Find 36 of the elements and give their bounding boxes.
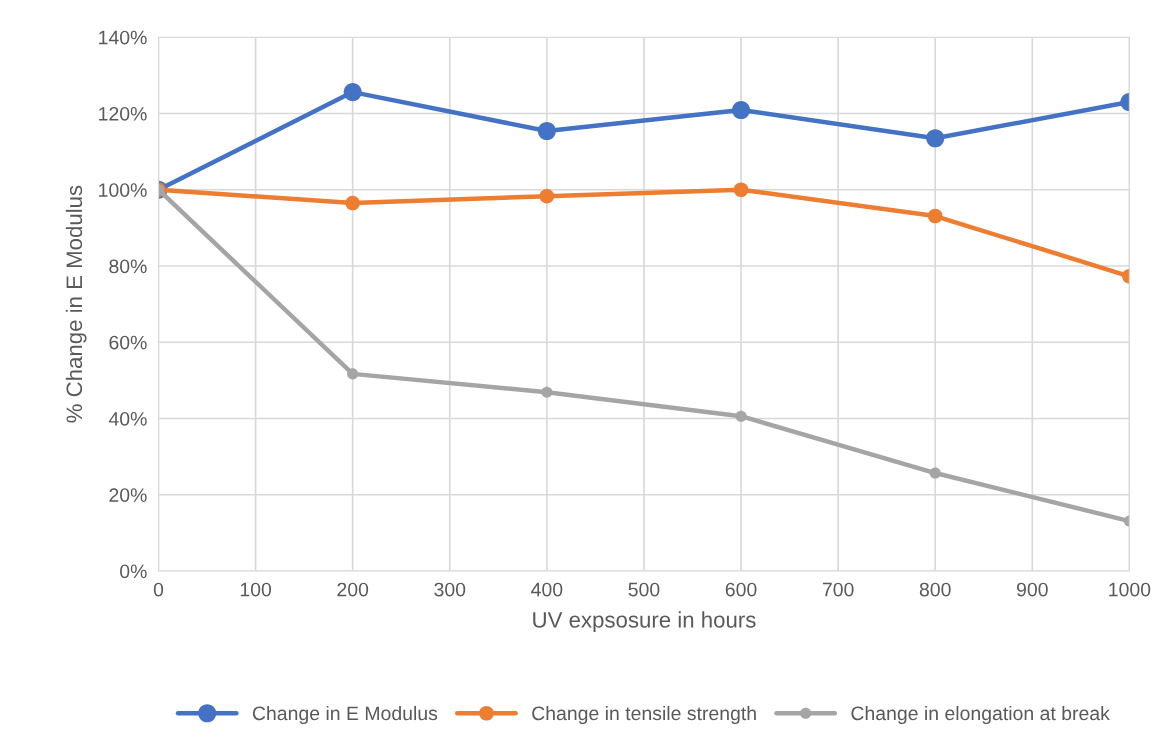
y-axis-title: % Change in E Modulus [65,185,87,423]
point [345,195,360,211]
y-tick-label: 140% [99,30,147,45]
y-tick-label: 0% [120,564,147,579]
x-tick-label: 800 [919,582,951,597]
point [926,129,945,148]
x-tick-label: 200 [337,582,369,597]
y-tick-label: 40% [108,411,147,426]
x-tick-label: 700 [822,582,854,597]
legend-label: Change in tensile strength [532,705,756,725]
x-tick-label: 900 [1016,582,1048,597]
legend-label: Change in E Modulus [252,705,438,725]
legend-label: Change in elongation at break [851,705,1110,725]
y-tick-label: 80% [109,259,147,274]
point [732,101,751,120]
point [343,83,362,102]
point [539,188,555,204]
point [347,368,359,380]
x-axis-title: UV expsosure in hours [533,611,756,633]
x-tick-label: 300 [434,582,466,597]
point [927,208,943,224]
point [537,121,556,141]
y-tick-label: 20% [109,488,147,502]
x-tick-label: 400 [531,582,563,597]
y-tick-label: 100% [99,183,147,197]
x-tick-label: 500 [628,582,660,597]
x-tick-label: 600 [725,582,757,597]
point [541,386,553,398]
point [733,182,749,198]
x-tick-label: 1000 [1109,582,1151,597]
y-tick-label: 60% [109,335,147,350]
point [929,467,941,479]
x-tick-label: 100 [240,582,272,597]
x-tick-label: 0 [153,582,164,597]
y-tick-label: 120% [99,106,147,121]
point [735,410,747,422]
